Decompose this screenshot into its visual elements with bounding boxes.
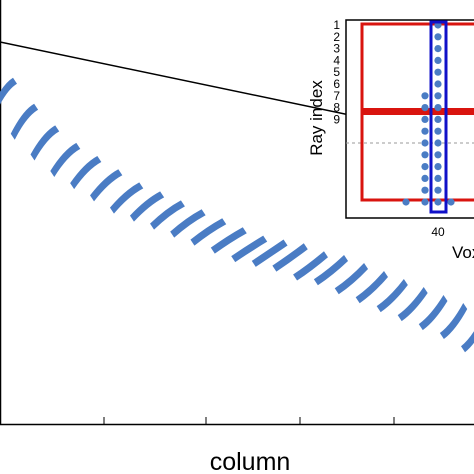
data-segment: [313, 254, 349, 286]
inset-dot: [434, 163, 442, 171]
zoom-connector-line: [0, 41, 365, 119]
data-segment: [334, 262, 369, 295]
inset-y-tick-label: 1: [333, 18, 340, 32]
data-segment: [251, 239, 288, 267]
data-segment: [70, 156, 102, 190]
inset-dot: [434, 104, 442, 112]
inset-y-tick-label: 2: [333, 30, 340, 44]
data-segment: [129, 191, 165, 222]
data-segment: [397, 286, 428, 322]
inset-dot: [434, 139, 442, 147]
inset-y-tick-label: 4: [333, 53, 340, 67]
data-segment: [293, 251, 328, 281]
data-segment: [210, 227, 247, 254]
data-segment: [170, 209, 206, 238]
main-axes: [0, 0, 474, 426]
inset-dot: [434, 45, 442, 53]
inset-dot: [421, 151, 429, 159]
inset-y-tick-label: 7: [333, 89, 340, 103]
inset-dot: [447, 198, 455, 206]
inset-blue-column-highlight: [429, 20, 448, 214]
data-segment: [461, 331, 474, 353]
inset-dot: [402, 198, 410, 206]
data-segment: [190, 218, 227, 246]
data-segment: [376, 278, 408, 313]
inset-dot: [434, 33, 442, 41]
inset-dot: [434, 151, 442, 159]
inset-x-tick-label: 40: [431, 225, 445, 239]
inset-y-tick-label: 3: [333, 42, 340, 56]
inset-dots: [402, 21, 455, 206]
inset-dot: [434, 198, 442, 206]
inset-dot: [421, 198, 429, 206]
data-segment: [50, 142, 81, 177]
inset-dot: [434, 174, 442, 182]
inset-dot: [421, 139, 429, 147]
inset-dot: [421, 186, 429, 194]
main-data-marks: [0, 77, 474, 353]
data-segment: [231, 235, 268, 263]
data-segment: [109, 182, 144, 214]
inset-y-axis-label: Ray index: [307, 80, 326, 156]
data-segment: [150, 200, 185, 230]
data-segment: [272, 243, 308, 272]
inset-background: [345, 19, 474, 219]
inset-dot: [421, 104, 429, 112]
inset-dot: [434, 68, 442, 76]
data-segment: [0, 77, 17, 105]
inset-y-tick-label: 9: [333, 112, 340, 126]
inset-dot: [434, 92, 442, 100]
data-segment: [355, 270, 388, 304]
inset-dot: [421, 174, 429, 182]
inset-dot: [421, 127, 429, 135]
data-segment: [10, 103, 39, 140]
inset-x-axis-label: Vox: [452, 243, 474, 262]
inset-dot: [434, 80, 442, 88]
inset-y-tick-label: 8: [333, 101, 340, 115]
data-segment: [439, 302, 468, 340]
inset-dot: [421, 92, 429, 100]
inset-dot: [421, 115, 429, 123]
x-axis-label: column: [210, 448, 291, 474]
inset-dot: [434, 186, 442, 194]
data-segment: [30, 125, 60, 161]
inset-dot: [434, 115, 442, 123]
inset-y-tick-label: 6: [333, 77, 340, 91]
inset-dot: [434, 56, 442, 64]
inset-dot: [434, 127, 442, 135]
data-segment: [90, 169, 123, 202]
data-segment: [418, 294, 448, 331]
inset-red-row-highlight: [362, 108, 474, 115]
inset-dot: [421, 163, 429, 171]
inset-y-tick-label: 5: [333, 65, 340, 79]
